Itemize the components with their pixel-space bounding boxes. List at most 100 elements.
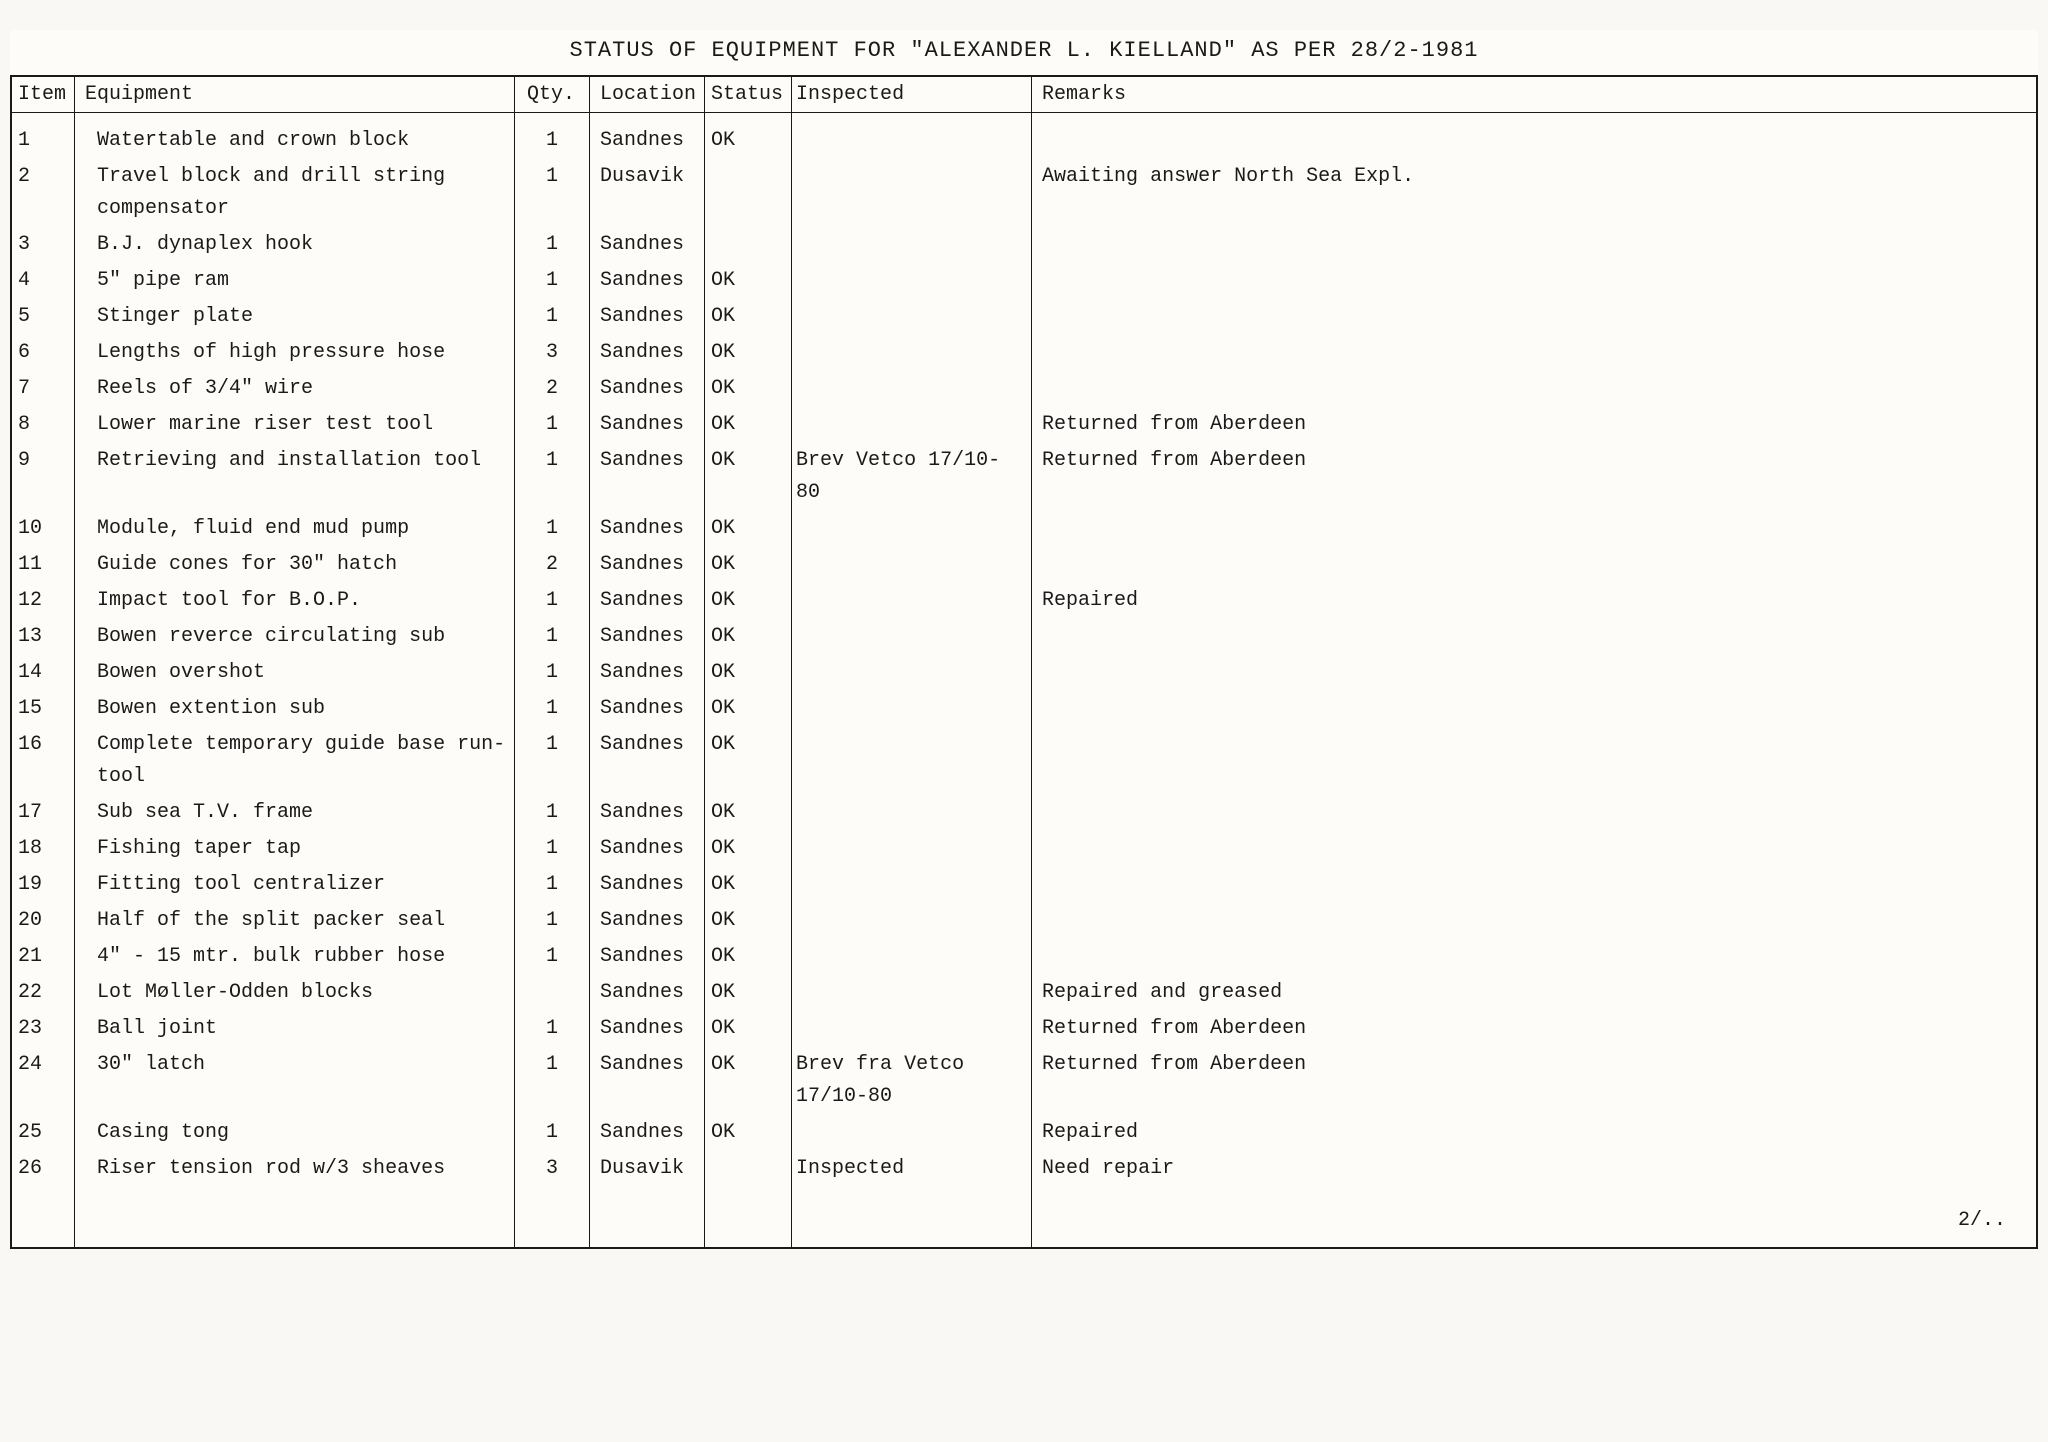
table-row: 45" pipe ram1SandnesOK — [11, 263, 2037, 299]
header-inspected: Inspected — [792, 76, 1032, 113]
cell-equipment: Half of the split packer seal — [75, 903, 515, 939]
footer-empty — [515, 1187, 590, 1248]
cell-location: Sandnes — [590, 867, 705, 903]
cell-qty: 1 — [515, 727, 590, 795]
cell-status: OK — [705, 691, 792, 727]
cell-remarks: Repaired and greased — [1032, 975, 2037, 1011]
cell-remarks: Repaired — [1032, 1115, 2037, 1151]
cell-location: Sandnes — [590, 1115, 705, 1151]
table-row: 12Impact tool for B.O.P.1SandnesOKRepair… — [11, 583, 2037, 619]
header-item: Item — [11, 76, 75, 113]
cell-item: 23 — [11, 1011, 75, 1047]
cell-remarks — [1032, 655, 2037, 691]
cell-qty: 1 — [515, 831, 590, 867]
cell-equipment: Riser tension rod w/3 sheaves — [75, 1151, 515, 1187]
footer-empty — [792, 1187, 1032, 1248]
footer-row: 2/.. — [11, 1187, 2037, 1248]
table-row: 5Stinger plate1SandnesOK — [11, 299, 2037, 335]
cell-item: 19 — [11, 867, 75, 903]
footer-empty — [75, 1187, 515, 1248]
cell-location: Sandnes — [590, 335, 705, 371]
cell-inspected — [792, 939, 1032, 975]
cell-status: OK — [705, 511, 792, 547]
cell-inspected — [792, 903, 1032, 939]
cell-equipment: Lower marine riser test tool — [75, 407, 515, 443]
cell-location: Sandnes — [590, 227, 705, 263]
cell-equipment: Retrieving and installation tool — [75, 443, 515, 511]
cell-qty: 1 — [515, 443, 590, 511]
cell-remarks: Returned from Aberdeen — [1032, 407, 2037, 443]
cell-inspected — [792, 795, 1032, 831]
cell-equipment: Watertable and crown block — [75, 123, 515, 159]
cell-equipment: 4" - 15 mtr. bulk rubber hose — [75, 939, 515, 975]
cell-inspected: Brev fra Vetco 17/10-80 — [792, 1047, 1032, 1115]
table-row: 14Bowen overshot1SandnesOK — [11, 655, 2037, 691]
cell-status: OK — [705, 975, 792, 1011]
cell-item: 26 — [11, 1151, 75, 1187]
cell-qty: 1 — [515, 867, 590, 903]
cell-location: Sandnes — [590, 299, 705, 335]
cell-location: Sandnes — [590, 371, 705, 407]
cell-inspected: Brev Vetco 17/10-80 — [792, 443, 1032, 511]
cell-status: OK — [705, 1011, 792, 1047]
cell-qty: 3 — [515, 1151, 590, 1187]
cell-location: Sandnes — [590, 443, 705, 511]
cell-location: Sandnes — [590, 123, 705, 159]
cell-remarks: Awaiting answer North Sea Expl. — [1032, 159, 2037, 227]
cell-location: Sandnes — [590, 903, 705, 939]
cell-item: 10 — [11, 511, 75, 547]
cell-inspected — [792, 511, 1032, 547]
cell-item: 14 — [11, 655, 75, 691]
cell-inspected — [792, 407, 1032, 443]
cell-equipment: Sub sea T.V. frame — [75, 795, 515, 831]
cell-inspected — [792, 975, 1032, 1011]
table-row: 2Travel block and drill string compensat… — [11, 159, 2037, 227]
cell-location: Sandnes — [590, 691, 705, 727]
document-page: STATUS OF EQUIPMENT FOR "ALEXANDER L. KI… — [10, 30, 2038, 1249]
cell-inspected — [792, 655, 1032, 691]
cell-qty: 3 — [515, 335, 590, 371]
cell-inspected — [792, 691, 1032, 727]
cell-qty: 2 — [515, 547, 590, 583]
cell-remarks — [1032, 547, 2037, 583]
footer-empty — [590, 1187, 705, 1248]
table-row: 13Bowen reverce circulating sub1SandnesO… — [11, 619, 2037, 655]
cell-remarks — [1032, 831, 2037, 867]
cell-status: OK — [705, 583, 792, 619]
cell-inspected: Inspected — [792, 1151, 1032, 1187]
cell-status: OK — [705, 795, 792, 831]
cell-remarks: Need repair — [1032, 1151, 2037, 1187]
cell-status: OK — [705, 867, 792, 903]
cell-location: Sandnes — [590, 795, 705, 831]
cell-status: OK — [705, 123, 792, 159]
footer-empty — [11, 1187, 75, 1248]
cell-status: OK — [705, 655, 792, 691]
cell-equipment: Stinger plate — [75, 299, 515, 335]
table-row: 2430" latch1SandnesOKBrev fra Vetco 17/1… — [11, 1047, 2037, 1115]
table-row: 15Bowen extention sub1SandnesOK — [11, 691, 2037, 727]
cell-equipment: Bowen extention sub — [75, 691, 515, 727]
table-row: 7Reels of 3/4" wire2SandnesOK — [11, 371, 2037, 407]
cell-equipment: Lengths of high pressure hose — [75, 335, 515, 371]
cell-inspected — [792, 727, 1032, 795]
table-row: 3B.J. dynaplex hook1Sandnes — [11, 227, 2037, 263]
cell-status: OK — [705, 371, 792, 407]
table-row: 16Complete temporary guide base run-tool… — [11, 727, 2037, 795]
cell-qty — [515, 975, 590, 1011]
cell-remarks: Returned from Aberdeen — [1032, 1047, 2037, 1115]
table-header-row: Item Equipment Qty. Location Status Insp… — [11, 76, 2037, 113]
cell-equipment: Casing tong — [75, 1115, 515, 1151]
cell-equipment: Ball joint — [75, 1011, 515, 1047]
cell-status: OK — [705, 1047, 792, 1115]
cell-qty: 1 — [515, 227, 590, 263]
cell-status: OK — [705, 443, 792, 511]
cell-equipment: Complete temporary guide base run-tool — [75, 727, 515, 795]
cell-location: Sandnes — [590, 939, 705, 975]
cell-item: 6 — [11, 335, 75, 371]
cell-equipment: Travel block and drill string compensato… — [75, 159, 515, 227]
cell-remarks — [1032, 619, 2037, 655]
cell-remarks — [1032, 727, 2037, 795]
cell-inspected — [792, 619, 1032, 655]
cell-remarks — [1032, 335, 2037, 371]
table-row: 25Casing tong1SandnesOKRepaired — [11, 1115, 2037, 1151]
